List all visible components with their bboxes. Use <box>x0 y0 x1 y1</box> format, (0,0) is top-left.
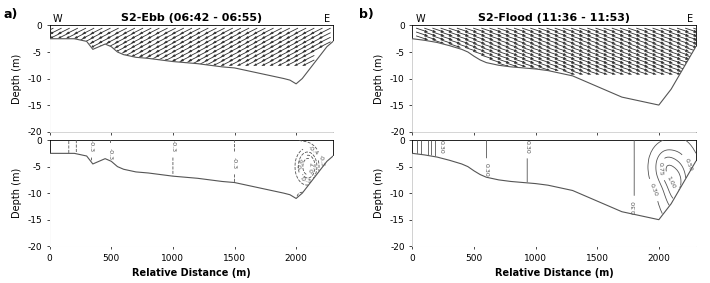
Text: Current velocity: Current velocity <box>58 231 147 241</box>
Text: W: W <box>53 14 62 24</box>
Text: 0.30: 0.30 <box>484 163 489 177</box>
Y-axis label: Depth (m): Depth (m) <box>12 168 22 218</box>
Text: 0.75: 0.75 <box>657 162 663 176</box>
Text: 0.50: 0.50 <box>684 158 693 172</box>
Text: 1.00: 1.00 <box>666 175 677 189</box>
Text: -0.3: -0.3 <box>89 140 94 153</box>
Title: S2-Ebb (06:42 - 06:55): S2-Ebb (06:42 - 06:55) <box>121 13 262 23</box>
Text: b): b) <box>359 8 373 22</box>
Text: 0.30: 0.30 <box>439 140 444 153</box>
Y-axis label: Depth (m): Depth (m) <box>374 53 385 104</box>
Text: E: E <box>687 14 693 24</box>
Text: a): a) <box>4 8 18 22</box>
Text: -0.6: -0.6 <box>297 157 305 170</box>
Text: Current direction: Current direction <box>58 116 153 126</box>
Text: E: E <box>324 14 330 24</box>
Text: -0.4: -0.4 <box>307 145 320 156</box>
Text: 0.30: 0.30 <box>632 201 637 215</box>
Y-axis label: Depth (m): Depth (m) <box>374 168 385 218</box>
Text: 0.30: 0.30 <box>649 183 659 197</box>
Y-axis label: Depth (m): Depth (m) <box>12 53 22 104</box>
X-axis label: Relative Distance (m): Relative Distance (m) <box>495 268 613 278</box>
Text: W: W <box>415 14 425 24</box>
Text: -0.3: -0.3 <box>317 154 325 167</box>
Text: -0.3: -0.3 <box>170 140 175 153</box>
Text: Current direction: Current direction <box>421 116 516 126</box>
Title: S2-Flood (11:36 - 11:53): S2-Flood (11:36 - 11:53) <box>478 13 630 23</box>
Text: -0.3: -0.3 <box>108 148 113 160</box>
Text: 0.30: 0.30 <box>525 140 530 153</box>
Text: -0.7: -0.7 <box>310 162 317 174</box>
Text: -0.5: -0.5 <box>299 177 312 185</box>
Text: -0.3: -0.3 <box>232 156 237 169</box>
Text: Current velocity: Current velocity <box>421 231 510 241</box>
X-axis label: Relative Distance (m): Relative Distance (m) <box>132 268 251 278</box>
